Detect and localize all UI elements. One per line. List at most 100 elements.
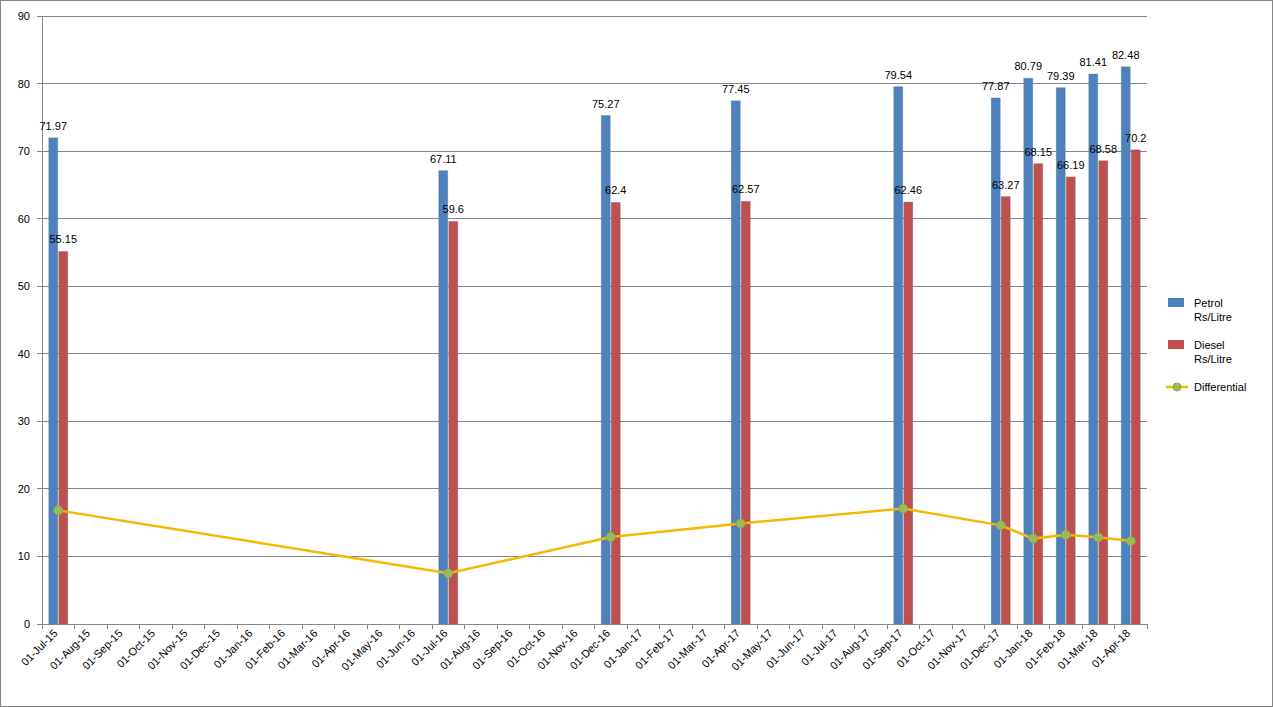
x-tick	[237, 624, 238, 629]
bar	[59, 251, 68, 624]
data-label: 77.45	[722, 83, 750, 95]
x-tick	[789, 624, 790, 629]
x-tick	[919, 624, 920, 629]
line-marker	[899, 504, 908, 513]
x-tick	[74, 624, 75, 629]
y-tick	[37, 83, 42, 84]
legend-item: Diesel Rs/Litre	[1166, 338, 1273, 366]
legend-marker	[1173, 383, 1181, 391]
line-marker	[736, 519, 745, 528]
y-tick	[37, 218, 42, 219]
grid-line	[42, 556, 1147, 557]
x-tick	[269, 624, 270, 629]
x-tick	[334, 624, 335, 629]
bar	[904, 202, 913, 624]
bar	[439, 171, 448, 624]
chart-svg: 010203040506070809001-Jul-1501-Aug-1501-…	[0, 0, 1273, 707]
x-tick	[562, 624, 563, 629]
grid-line	[42, 488, 1147, 489]
legend-rect	[1168, 340, 1184, 349]
x-tick	[464, 624, 465, 629]
legend-item: Petrol Rs/Litre	[1166, 296, 1273, 324]
x-tick	[984, 624, 985, 629]
x-tick	[139, 624, 140, 629]
x-tick	[594, 624, 595, 629]
data-label: 75.27	[592, 98, 620, 110]
y-tick	[37, 353, 42, 354]
y-tick	[37, 421, 42, 422]
y-tick	[37, 151, 42, 152]
x-tick	[887, 624, 888, 629]
x-tick	[399, 624, 400, 629]
data-label: 71.97	[39, 120, 67, 132]
data-label: 68.15	[1024, 146, 1052, 158]
line-marker	[54, 506, 63, 515]
y-tick	[37, 286, 42, 287]
legend-label: Differential	[1194, 380, 1273, 394]
legend-swatch	[1166, 296, 1190, 310]
bar	[741, 201, 750, 624]
line-marker	[606, 533, 615, 542]
data-label: 80.79	[1014, 60, 1042, 72]
data-label: 79.54	[884, 69, 912, 81]
data-label: 68.58	[1089, 143, 1117, 155]
data-labels: 71.9767.1175.2777.4579.5477.8780.7979.39…	[39, 49, 1146, 246]
line-marker	[1029, 534, 1038, 543]
x-tick-label: 01-Apr-18	[1089, 627, 1132, 670]
data-label: 81.41	[1079, 56, 1107, 68]
x-tick	[172, 624, 173, 629]
data-label: 59.6	[443, 203, 464, 215]
data-label: 70.2	[1125, 132, 1146, 144]
data-label: 55.15	[49, 233, 77, 245]
data-label: 66.19	[1057, 159, 1085, 171]
legend-label: Petrol Rs/Litre	[1194, 296, 1254, 324]
y-tick-label: 30	[18, 415, 30, 427]
x-tick	[822, 624, 823, 629]
x-tick	[854, 624, 855, 629]
x-tick	[204, 624, 205, 629]
x-tick	[1082, 624, 1083, 629]
x-tick-label: 01-Jun-16	[374, 627, 418, 671]
x-tick	[659, 624, 660, 629]
x-tick	[107, 624, 108, 629]
data-label: 63.27	[992, 179, 1020, 191]
line-marker	[1126, 537, 1135, 546]
legend: Petrol Rs/Litre Diesel Rs/Litre Differenti…	[1166, 296, 1273, 408]
x-tick	[1017, 624, 1018, 629]
y-tick-label: 70	[18, 145, 30, 157]
grid-line	[42, 421, 1147, 422]
line-marker	[996, 521, 1005, 530]
data-label: 67.11	[430, 153, 457, 165]
line-marker	[444, 569, 453, 578]
x-tick	[757, 624, 758, 629]
data-label: 62.4	[605, 184, 626, 196]
x-tick	[367, 624, 368, 629]
bar	[1066, 177, 1075, 624]
bar	[731, 101, 740, 624]
bar	[1034, 164, 1043, 624]
x-tick	[529, 624, 530, 629]
y-tick-label: 20	[18, 483, 30, 495]
x-tick	[432, 624, 433, 629]
data-label: 82.48	[1112, 49, 1140, 61]
y-tick-label: 90	[18, 10, 30, 22]
plot-area	[49, 67, 1141, 624]
bar	[1099, 161, 1108, 624]
x-tick-label: 01-Jun-17	[764, 627, 808, 671]
bar	[1001, 197, 1010, 624]
x-tick	[1147, 624, 1148, 629]
bar	[49, 138, 58, 624]
legend-swatch	[1166, 380, 1190, 394]
data-label: 62.57	[732, 183, 760, 195]
y-tick-label: 0	[24, 618, 30, 630]
y-tick-label: 10	[18, 550, 30, 562]
y-axis	[42, 16, 43, 624]
bar	[611, 202, 620, 624]
legend-swatch	[1166, 338, 1190, 352]
x-tick	[1114, 624, 1115, 629]
y-tick	[37, 488, 42, 489]
data-label: 62.46	[894, 184, 922, 196]
y-tick-label: 60	[18, 213, 30, 225]
y-tick-label: 80	[18, 78, 30, 90]
line	[58, 509, 1131, 574]
